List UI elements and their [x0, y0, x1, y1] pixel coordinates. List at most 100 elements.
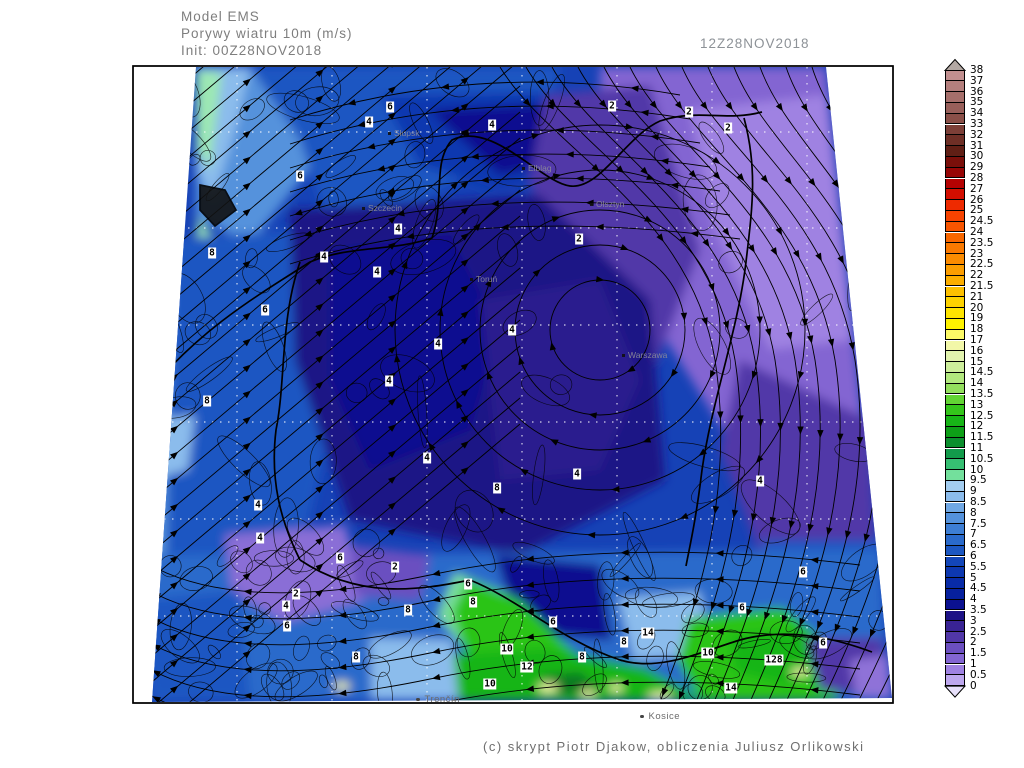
city-label: Słupsk [388, 128, 420, 138]
colorbar-tick-label: 26 [970, 193, 984, 206]
colorbar-step [945, 534, 965, 546]
colorbar-tick-label: 6 [970, 550, 977, 562]
colorbar-step [945, 92, 965, 103]
colorbar-step [945, 394, 965, 406]
colorbar-step [945, 448, 965, 460]
parameter-title: Porywy wiatru 10m (m/s) [181, 26, 353, 41]
contour-label: 6 [283, 620, 291, 632]
credit-line: (c) skrypt Piotr Djakow, obliczenia Juli… [483, 739, 865, 754]
colorbar-step [945, 416, 965, 427]
model-name: Model EMS [181, 9, 260, 24]
colorbar-tick-label: 8.5 [970, 496, 987, 508]
contour-label: 10 [701, 647, 715, 659]
contour-label: 4 [508, 324, 516, 336]
colorbar-step [945, 243, 965, 255]
contour-label: 14 [724, 682, 738, 694]
colorbar-step [945, 102, 965, 114]
colorbar-step [945, 146, 965, 157]
contour-label: 4 [320, 251, 328, 263]
colorbar-step [945, 156, 965, 168]
city-label: Elbląg [522, 163, 552, 173]
colorbar-tick-label: 11 [970, 442, 984, 454]
contour-label: 6 [386, 101, 394, 113]
colorbar-tick-label: 9.5 [970, 474, 987, 487]
colorbar-step [945, 340, 965, 352]
colorbar-tick-label: 2.5 [970, 625, 987, 638]
contour-label: 4 [488, 119, 496, 131]
contour-label: 8 [352, 651, 360, 663]
contour-label: 2 [724, 122, 732, 134]
colorbar-tick-label: 14.5 [970, 366, 994, 379]
colorbar-step [945, 308, 965, 319]
colorbar-step [945, 372, 965, 384]
colorbar-step [945, 81, 965, 93]
colorbar-tick-label: 5 [970, 571, 977, 584]
colorbar-tick-label: 24 [970, 226, 984, 238]
contour-label: 8 [203, 395, 211, 407]
colorbar-step [945, 113, 965, 125]
colorbar-tick-label: 33 [970, 118, 984, 130]
colorbar-step [945, 632, 965, 643]
contour-label: 4 [373, 266, 381, 278]
contour-label: 8 [620, 636, 628, 648]
colorbar-tick-label: 14 [970, 377, 984, 390]
colorbar-step [945, 167, 965, 179]
colorbar-step [945, 254, 965, 265]
contour-label: 4 [256, 532, 264, 544]
colorbar-tick-label: 31 [970, 139, 984, 152]
colorbar-step [945, 286, 965, 298]
colorbar-tick-label: 19 [970, 312, 984, 325]
contour-label: 4 [385, 375, 393, 387]
city-dot-icon [590, 203, 593, 207]
contour-label: 8 [208, 247, 216, 259]
contour-label: 4 [423, 452, 431, 464]
colorbar-step [945, 275, 965, 287]
contour-label: 10 [483, 678, 497, 690]
colorbar-tick-label: 30 [970, 150, 984, 163]
colorbar-tick-label: 18 [970, 323, 984, 336]
city-label: Olsztyn [590, 199, 624, 209]
colorbar-tick-label: 12.5 [970, 409, 994, 422]
colorbar-tick-label: 1.5 [970, 647, 987, 660]
colorbar-tick-label: 22.5 [970, 258, 994, 271]
colorbar-step [945, 437, 965, 449]
colorbar-tick-label: 23.5 [970, 236, 994, 249]
contour-label: 2 [292, 588, 300, 600]
colorbar-step [945, 599, 965, 611]
colorbar-step [945, 135, 965, 147]
colorbar-step [945, 675, 965, 687]
colorbar-tick-label: 12 [970, 420, 984, 433]
colorbar-step [945, 459, 965, 471]
colorbar-tick-label: 32 [970, 128, 984, 141]
colorbar-tick-label: 11.5 [970, 431, 994, 444]
contour-label: 10 [500, 643, 514, 655]
colorbar-tick-label: 27 [970, 182, 984, 195]
colorbar-step [945, 664, 965, 676]
colorbar-tick-label: 9 [970, 485, 977, 498]
colorbar-step [945, 642, 965, 654]
colorbar-step [945, 426, 965, 438]
city-label: Toruń [470, 274, 497, 284]
colorbar-step [945, 200, 965, 211]
city-dot-icon [522, 167, 525, 171]
city-dot-icon [640, 714, 644, 719]
contour-label: 8 [578, 651, 586, 663]
colorbar-tick-label: 4 [970, 593, 977, 606]
colorbar-step [945, 178, 965, 190]
colorbar-tick-label: 17 [970, 334, 984, 346]
colorbar-tick-label: 1 [970, 658, 977, 670]
contour-label: 8 [469, 596, 477, 608]
colorbar-step [945, 621, 965, 633]
contour-label: 4 [365, 116, 373, 128]
colorbar-step [945, 232, 965, 244]
contour-label: 6 [464, 578, 472, 590]
contour-label: 4 [254, 499, 262, 511]
colorbar-tick-label: 20 [970, 301, 984, 314]
colorbar-tick-label: 7 [970, 528, 977, 541]
colorbar-tick-label: 3.5 [970, 604, 987, 616]
valid-time: 12Z28NOV2018 [700, 36, 810, 51]
contour-label: 6 [819, 637, 827, 649]
contour-label: 8 [493, 482, 501, 494]
colorbar-tick-label: 10 [970, 463, 984, 476]
